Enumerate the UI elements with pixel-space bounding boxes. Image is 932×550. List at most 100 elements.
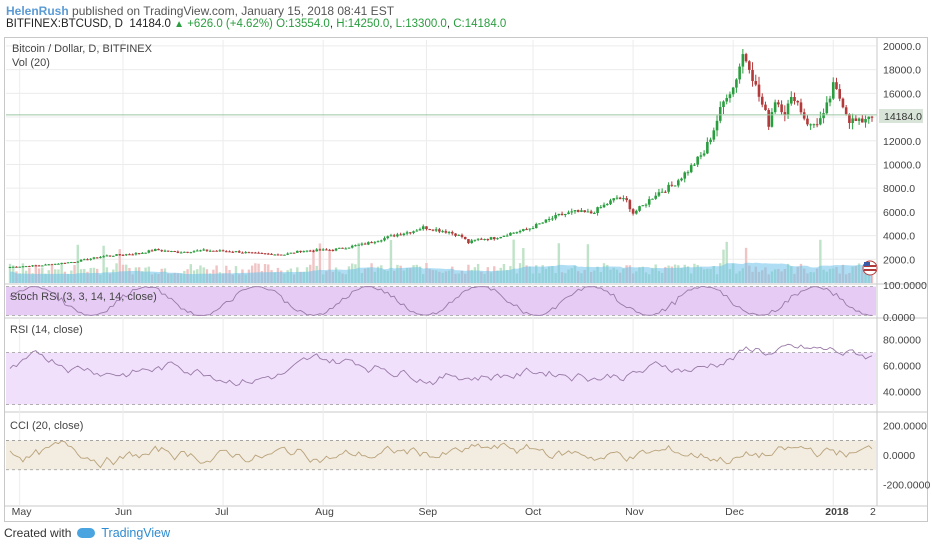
candle-body bbox=[344, 248, 348, 250]
volume-bar bbox=[357, 242, 360, 283]
volume-bar bbox=[189, 264, 192, 283]
candle-body bbox=[11, 266, 15, 268]
price-axis[interactable]: 20000.018000.016000.014000.012000.010000… bbox=[883, 41, 921, 266]
candle-body bbox=[673, 185, 677, 187]
candle-body bbox=[480, 238, 483, 240]
candle-body bbox=[276, 254, 280, 256]
candle-body bbox=[831, 82, 835, 99]
candle-body bbox=[641, 205, 645, 207]
volume-bar bbox=[102, 245, 105, 283]
stoch-rsi-pane[interactable]: 100.0000 0.0000 bbox=[6, 280, 927, 324]
price-tick-label: 12000.0 bbox=[883, 136, 921, 148]
candle-body bbox=[147, 250, 151, 253]
candle-body bbox=[373, 242, 377, 244]
candle-body bbox=[809, 124, 812, 126]
candle-body bbox=[234, 251, 238, 253]
candle-body bbox=[392, 235, 396, 237]
candle-body bbox=[735, 79, 738, 88]
candle-body bbox=[215, 250, 218, 252]
candle-body bbox=[744, 54, 748, 62]
cci-label: CCI (20, close) bbox=[10, 420, 83, 432]
candle-body bbox=[367, 242, 370, 245]
footer: Created with TradingView bbox=[4, 526, 170, 540]
candle-body bbox=[725, 98, 729, 102]
candle-body bbox=[593, 212, 596, 214]
candle-body bbox=[379, 240, 383, 242]
main-title: Bitcoin / Dollar, D, BITFINEX bbox=[12, 43, 153, 55]
candle-body bbox=[522, 229, 525, 231]
candle-body bbox=[405, 232, 409, 234]
candle-body bbox=[689, 165, 693, 173]
price-change: +626.0 (+4.62%) bbox=[187, 18, 273, 30]
candle-body bbox=[186, 251, 189, 253]
candle-body bbox=[409, 232, 412, 234]
symbol-label: BITFINEX:BTCUSD, D bbox=[6, 18, 123, 30]
candle-body bbox=[325, 249, 328, 251]
volume-bar bbox=[312, 249, 315, 283]
time-tick-label: 2 bbox=[870, 506, 876, 518]
time-tick-label: Jul bbox=[215, 506, 228, 518]
candle-body bbox=[589, 211, 593, 214]
candle-body bbox=[357, 244, 360, 246]
candle-body bbox=[95, 257, 99, 259]
candle-body bbox=[764, 104, 767, 111]
candle-body bbox=[273, 254, 277, 256]
candle-body bbox=[476, 238, 480, 240]
price-pane[interactable] bbox=[6, 48, 877, 269]
candle-body bbox=[60, 262, 63, 264]
cci-pane[interactable]: 200.0000 0.0000 -200.0000 bbox=[6, 421, 930, 492]
tradingview-link[interactable]: TradingView bbox=[101, 526, 171, 540]
volume-bar bbox=[586, 244, 590, 283]
candle-body bbox=[244, 252, 247, 254]
candle-body bbox=[296, 250, 299, 253]
time-tick-label: Oct bbox=[525, 506, 541, 518]
time-tick-label: Jun bbox=[115, 506, 132, 518]
candle-body bbox=[399, 234, 402, 236]
candle-body bbox=[731, 87, 735, 95]
candle-body bbox=[225, 251, 228, 253]
candle-body bbox=[350, 245, 354, 248]
candle-body bbox=[802, 112, 806, 119]
last-price: 14184.0 bbox=[129, 18, 171, 30]
candle-body bbox=[18, 266, 21, 268]
indicator-line bbox=[9, 343, 873, 387]
last-price-tag: 14184.0 bbox=[884, 111, 922, 123]
candle-body bbox=[683, 172, 687, 179]
candle-body bbox=[231, 251, 235, 253]
candle-body bbox=[709, 139, 712, 142]
candle-body bbox=[741, 54, 745, 67]
time-axis[interactable]: May Jun Jul Aug Sep Oct Nov Dec 2018 2 bbox=[12, 506, 876, 518]
candle-body bbox=[208, 250, 212, 252]
candle-body bbox=[760, 96, 764, 105]
candle-body bbox=[541, 222, 544, 224]
candle-body bbox=[28, 266, 31, 268]
candle-body bbox=[454, 233, 457, 236]
candle-body bbox=[686, 172, 690, 174]
candle-body bbox=[160, 250, 164, 252]
chart-frame[interactable] bbox=[4, 37, 928, 522]
indicator-line bbox=[9, 286, 873, 316]
candle-body bbox=[547, 219, 551, 221]
candle-body bbox=[722, 101, 725, 108]
candle-body bbox=[389, 235, 393, 237]
candle-body bbox=[848, 114, 851, 124]
candle-body bbox=[657, 192, 661, 196]
candle-body bbox=[318, 249, 322, 251]
candle-body bbox=[851, 118, 854, 124]
rsi-pane[interactable]: 80.0000 60.0000 40.0000 bbox=[6, 335, 921, 405]
volume-bar bbox=[318, 243, 322, 283]
candle-body bbox=[651, 198, 654, 200]
candle-body bbox=[150, 250, 154, 252]
price-tick-label: 20000.0 bbox=[883, 41, 921, 53]
candle-body bbox=[457, 234, 461, 236]
candle-body bbox=[141, 252, 144, 254]
candle-body bbox=[789, 97, 793, 104]
candle-body bbox=[512, 232, 515, 234]
flag-icon[interactable] bbox=[862, 260, 878, 276]
candle-body bbox=[515, 232, 519, 234]
candle-body bbox=[63, 262, 67, 264]
candle-body bbox=[599, 207, 603, 209]
author-name[interactable]: HelenRush bbox=[6, 4, 69, 18]
candle-body bbox=[331, 249, 335, 251]
